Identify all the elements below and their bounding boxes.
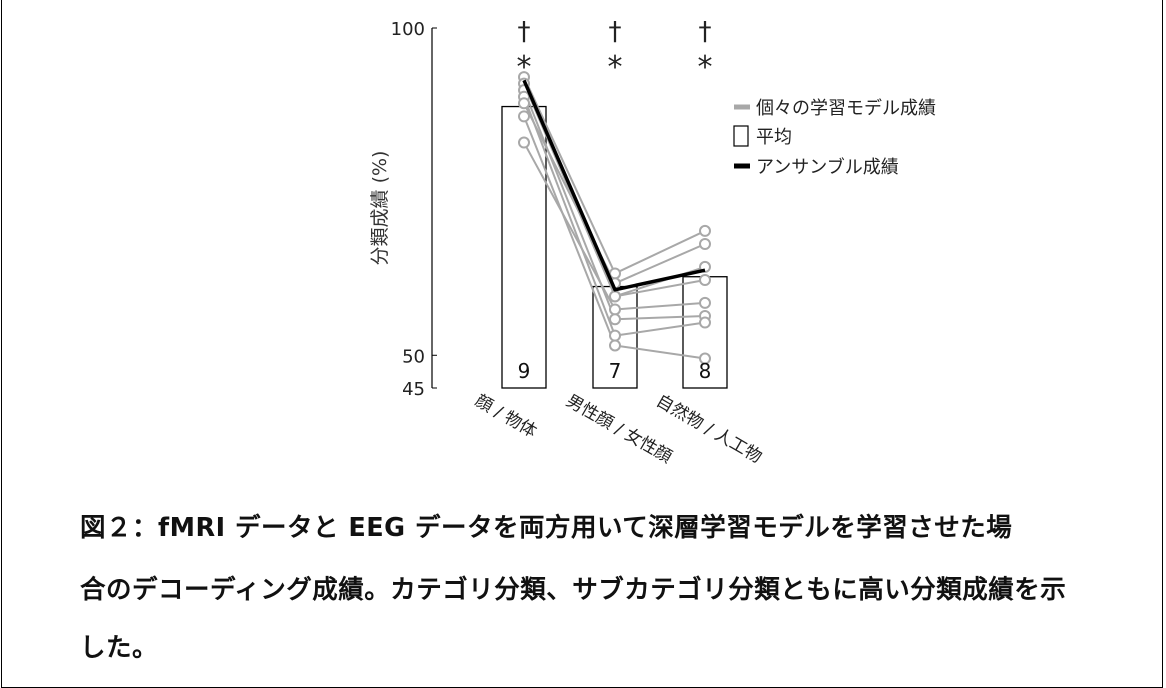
individual-model-point <box>699 274 711 286</box>
individual-model-point <box>609 303 621 316</box>
individual-model-point <box>699 238 711 250</box>
legend-mean-swatch <box>733 125 749 147</box>
legend-ensemble-label: アンサンブル成績 <box>756 156 899 178</box>
individual-model-line <box>614 230 706 275</box>
individual-model-point <box>609 329 621 342</box>
individual-model-point <box>518 110 530 123</box>
individual-model-line <box>523 76 616 274</box>
legend-individual-label: 個々の学習モデル成績 <box>756 98 936 119</box>
y-tick-label: 45 <box>402 379 425 400</box>
mean-bar <box>501 105 547 389</box>
caption-line-1: 図２：fMRI データと EEG データを両方用いて深層学習モデルを学習させた場 <box>80 513 1013 543</box>
individual-model-line <box>614 243 706 285</box>
star-marker: * <box>517 50 532 85</box>
individual-model-line <box>614 315 706 321</box>
x-category-label: 顔 / 物体 <box>472 391 540 442</box>
dagger-marker: † <box>699 17 712 47</box>
individual-model-line <box>614 301 706 311</box>
bar-count-labels: 9 7 8 <box>518 359 712 383</box>
star-marker: * <box>698 50 713 85</box>
y-tick-label: 100 <box>391 19 425 40</box>
individual-model-point <box>699 316 711 329</box>
individual-model-point <box>699 296 711 309</box>
individual-model-point <box>609 267 621 280</box>
chart-axes: 100 50 45 分類成績 (%) <box>369 19 437 400</box>
y-axis-label: 分類成績 (%) <box>369 151 391 266</box>
individual-model-point <box>609 290 621 303</box>
individual-model-line <box>614 344 706 360</box>
mean-bars <box>501 105 728 389</box>
individual-model-line <box>523 96 616 336</box>
bar-count-label: 7 <box>609 359 622 383</box>
individual-model-line <box>523 115 616 346</box>
individual-model-point <box>699 352 711 365</box>
individual-model-point <box>699 224 711 237</box>
star-marker: * <box>608 50 623 85</box>
legend-mean-label: 平均 <box>756 127 792 148</box>
caption-line-2: 合のデコーディング成績。カテゴリ分類、サブカテゴリ分類ともに高い分類成績を示 <box>80 575 1067 605</box>
individual-model-line <box>523 142 616 310</box>
individual-model-point <box>518 97 530 110</box>
dagger-marker: † <box>518 17 531 47</box>
ensemble-line <box>522 79 706 292</box>
individual-model-point <box>518 136 530 149</box>
bar-count-label: 8 <box>699 359 712 383</box>
individual-model-point <box>609 339 621 352</box>
bar-count-label: 9 <box>518 359 531 383</box>
individual-model-line <box>614 279 706 298</box>
caption-line-3: した。 <box>80 633 159 663</box>
significance-markers: †*†*†* <box>517 17 713 85</box>
individual-model-lines <box>518 71 711 365</box>
ensemble-line-path <box>522 79 706 292</box>
individual-model-line <box>614 321 706 337</box>
y-tick-label: 50 <box>402 346 425 367</box>
individual-model-point <box>609 313 621 326</box>
dagger-marker: † <box>609 17 622 47</box>
